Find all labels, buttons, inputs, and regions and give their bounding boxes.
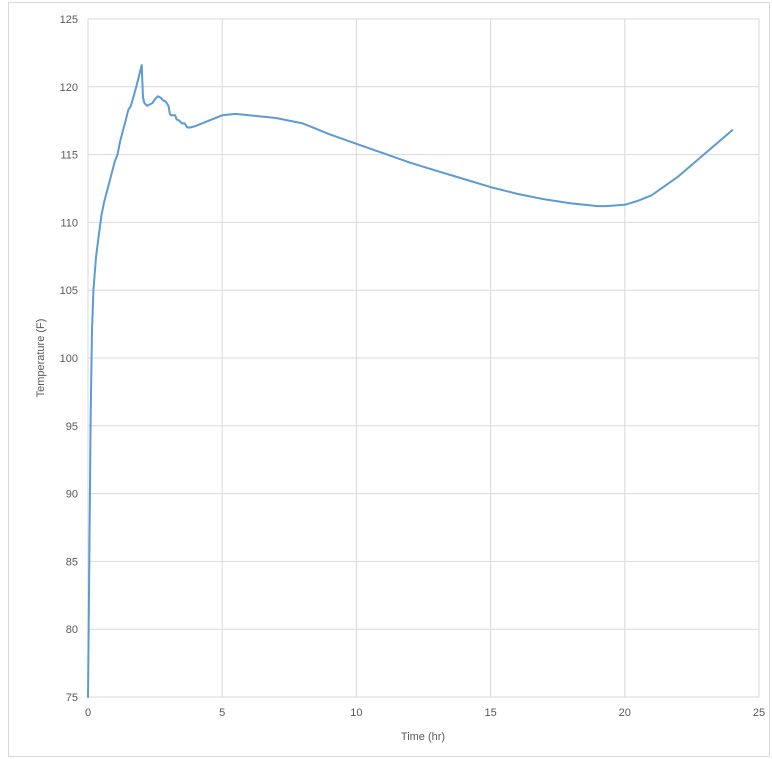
x-tick-label: 5	[219, 707, 225, 719]
y-tick-label: 75	[66, 692, 78, 704]
x-tick-label: 10	[350, 707, 362, 719]
series-line-0	[87, 64, 734, 698]
y-tick-label: 80	[66, 624, 78, 636]
x-tick-label: 25	[753, 707, 765, 719]
y-axis-title: Temperature (F)	[35, 319, 47, 398]
y-tick-label: 90	[66, 489, 78, 501]
y-tick-label: 85	[66, 556, 78, 568]
y-tick-label: 95	[66, 421, 78, 433]
y-tick-label: 110	[60, 217, 78, 229]
y-tick-label: 100	[60, 353, 78, 365]
x-tick-label: 0	[85, 707, 91, 719]
x-tick-label: 20	[619, 707, 631, 719]
x-axis-title: Time (hr)	[401, 731, 445, 743]
chart-frame	[8, 2, 770, 757]
gridlines	[87, 18, 760, 698]
x-tick-label: 15	[484, 707, 496, 719]
series-layer	[87, 64, 734, 698]
y-tick-label: 120	[60, 82, 78, 94]
y-tick-label: 105	[60, 285, 78, 297]
y-tick-label: 115	[60, 150, 78, 162]
tick-labels: 75 80 85 90 95 100 105 110 115 120 125 0 5 10 15 20 25	[60, 14, 765, 719]
y-tick-label: 125	[60, 14, 78, 26]
